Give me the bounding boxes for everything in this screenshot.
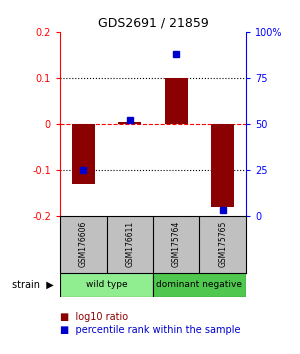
Text: GSM175764: GSM175764 [172,221,181,268]
Text: wild type: wild type [86,280,127,290]
Bar [153,273,246,297]
Text: GSM175765: GSM175765 [218,221,227,268]
Text: ■  percentile rank within the sample: ■ percentile rank within the sample [60,325,241,335]
Bar [60,273,153,297]
Title: GDS2691 / 21859: GDS2691 / 21859 [98,16,208,29]
Text: strain  ▶: strain ▶ [12,280,54,290]
Bar [118,122,141,124]
Text: dominant negative: dominant negative [157,280,242,290]
Text: ■  log10 ratio: ■ log10 ratio [60,312,128,322]
Text: GSM176606: GSM176606 [79,221,88,268]
Text: GSM176611: GSM176611 [125,221,134,267]
Bar [72,124,95,184]
Bar [211,124,234,207]
Bar [165,78,188,124]
